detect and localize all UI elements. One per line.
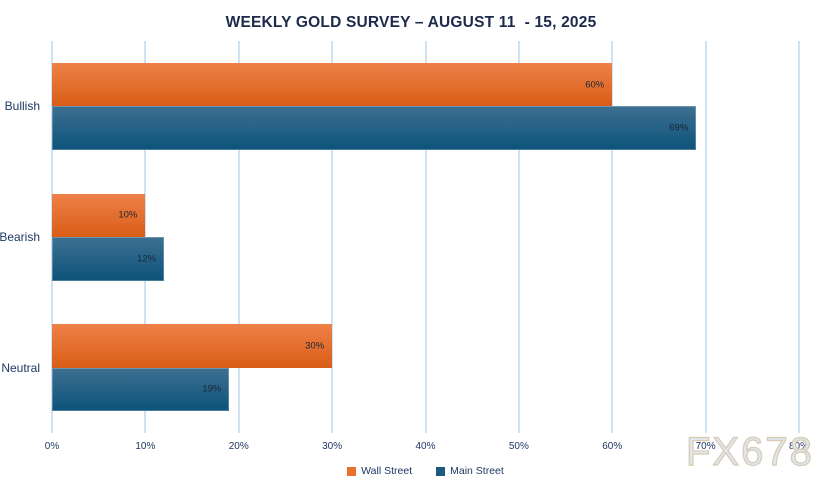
legend-item-wall-street: Wall Street: [347, 465, 412, 477]
x-tick-label: 40%: [415, 441, 436, 452]
bar-value-label: 19%: [202, 383, 222, 395]
gridline: [424, 41, 427, 433]
x-tick-label: 60%: [602, 441, 623, 452]
gridline: [704, 41, 707, 433]
legend-label: Main Street: [450, 465, 504, 477]
category-label-neutral: Neutral: [1, 360, 40, 375]
legend-label: Wall Street: [361, 465, 413, 477]
bar-neutral-wall-street: 30%: [52, 324, 333, 368]
category-label-bullish: Bullish: [4, 99, 40, 114]
x-tick-label: 50%: [508, 441, 529, 452]
category-axis: Bullish Bearish Neutral: [0, 41, 42, 433]
gridline: [331, 41, 334, 433]
x-tick-label: 30%: [322, 441, 343, 452]
bar-value-label: 69%: [669, 122, 689, 134]
category-label-bearish: Bearish: [0, 230, 40, 244]
bar-bearish-wall-street: 10%: [52, 193, 146, 237]
bar-value-label: 12%: [137, 253, 157, 265]
x-axis: 0% 10% 20% 30% 40% 50% 60% 70% 80%: [45, 441, 809, 457]
wall-street-swatch-icon: [347, 466, 357, 476]
chart-title: WEEKLY GOLD SURVEY – AUGUST 11 - 15, 202…: [225, 14, 597, 31]
x-tick-label: 80%: [788, 441, 810, 452]
gridline: [237, 41, 240, 433]
gridline: [611, 41, 614, 433]
bar-value-label: 30%: [305, 340, 325, 352]
legend: Wall Street Main Street: [52, 462, 799, 480]
legend-item-main-street: Main Street: [436, 465, 504, 477]
bar-bullish-wall-street: 60%: [52, 62, 613, 107]
x-tick-label: 20%: [228, 441, 249, 452]
bar-value-label: 60%: [585, 79, 605, 91]
bar-neutral-main-street: 19%: [52, 367, 230, 412]
gridline: [798, 41, 800, 433]
x-tick-label: 10%: [135, 441, 156, 452]
bar-bullish-main-street: 69%: [52, 106, 697, 150]
x-tick-label: 70%: [695, 441, 716, 452]
gridline: [517, 41, 520, 433]
bar-value-label: 10%: [118, 209, 138, 221]
plot-area: 60% 69% 10% 12% 30% 19%: [51, 41, 800, 433]
x-tick-label: 0%: [44, 441, 60, 452]
bar-bearish-main-street: 12%: [52, 237, 165, 281]
main-street-swatch-icon: [436, 466, 446, 476]
